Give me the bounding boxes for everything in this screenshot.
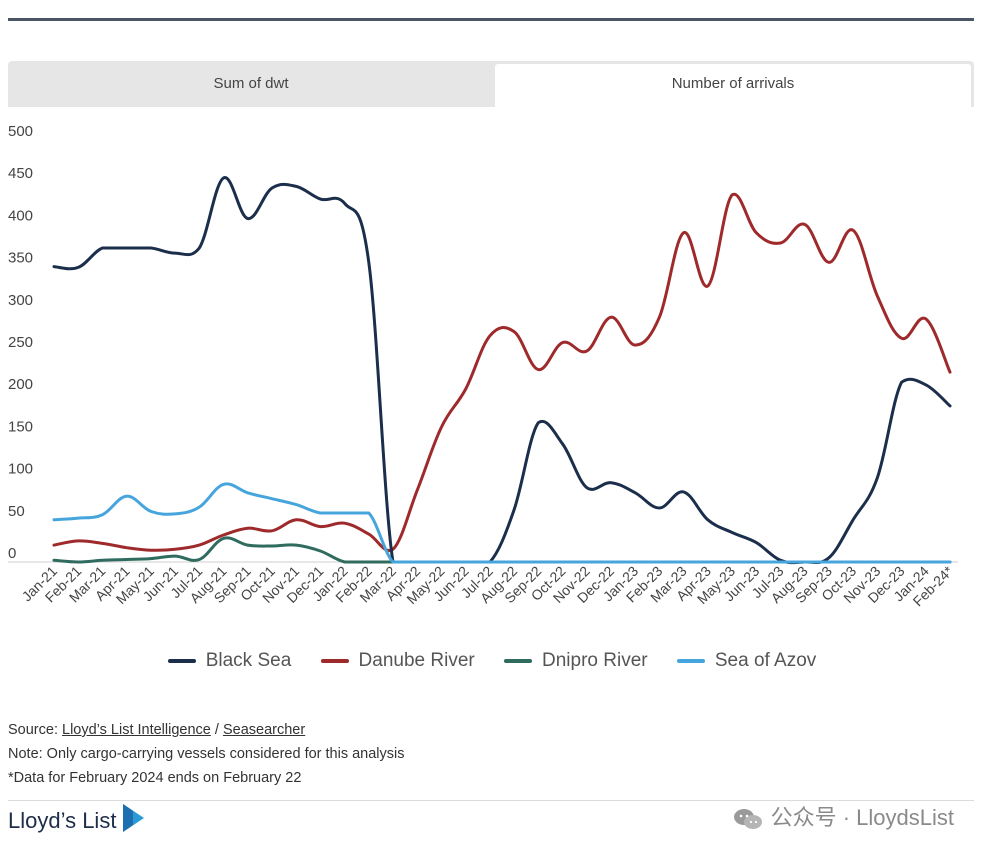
series-line-sea-of-azov[interactable]	[52, 482, 952, 564]
source-separator: /	[210, 722, 223, 738]
series-line-black-sea[interactable]	[52, 176, 952, 565]
tab-number-of-arrivals[interactable]: Number of arrivals	[495, 64, 971, 107]
top-rule	[8, 18, 974, 21]
y-tick-label: 450	[8, 165, 33, 182]
legend-item-sea-of-azov[interactable]: Sea of Azov	[676, 650, 817, 672]
y-tick-label: 150	[8, 418, 33, 435]
source-link-seasearcher[interactable]: Seasearcher	[222, 722, 306, 738]
data-note: *Data for February 2024 ends on February…	[8, 770, 302, 786]
y-tick-label: 300	[8, 292, 33, 309]
tab-bar: Sum of dwt Number of arrivals	[8, 61, 974, 107]
y-tick-label: 0	[8, 545, 16, 562]
wechat-watermark: 公众号 · LloydsList	[733, 800, 954, 832]
brand-mark-icon	[123, 804, 144, 832]
series-line-danube-river[interactable]	[52, 192, 952, 553]
legend-swatch	[320, 658, 349, 663]
chart-footer: Source: Lloyd’s List Intelligence / Seas…	[8, 718, 405, 790]
y-tick-label: 100	[8, 461, 33, 478]
y-tick-label: 400	[8, 207, 33, 224]
y-tick-label: 250	[8, 334, 33, 351]
chart-legend: Black Sea Danube River Dnipro River Sea …	[0, 650, 984, 672]
analysis-note: Note: Only cargo-carrying vessels consid…	[8, 746, 405, 762]
legend-item-danube-river[interactable]: Danube River	[320, 650, 475, 672]
legend-label: Black Sea	[205, 650, 292, 671]
source-prefix: Source:	[8, 722, 62, 738]
y-tick-label: 500	[8, 123, 33, 140]
y-tick-label: 50	[8, 503, 25, 520]
footer-rule	[8, 800, 974, 801]
legend-swatch	[167, 658, 196, 663]
legend-swatch	[504, 658, 532, 663]
legend-label: Danube River	[358, 650, 475, 671]
source-link-lli[interactable]: Lloyd’s List Intelligence	[62, 722, 211, 738]
tab-sum-of-dwt[interactable]: Sum of dwt	[213, 75, 289, 92]
legend-swatch	[676, 658, 705, 663]
legend-label: Sea of Azov	[714, 650, 817, 671]
wechat-icon	[733, 809, 762, 830]
brand-logo-text: Lloyd’s List	[8, 808, 117, 833]
legend-item-dnipro-river[interactable]: Dnipro River	[504, 650, 648, 672]
legend-label: Dnipro River	[542, 650, 648, 671]
source-line: Source: Lloyd’s List Intelligence / Seas…	[8, 718, 405, 742]
y-tick-label: 200	[8, 376, 33, 393]
watermark-text: 公众号 · LloydsList	[770, 805, 954, 830]
legend-item-black-sea[interactable]: Black Sea	[167, 650, 292, 672]
y-tick-label: 350	[8, 250, 33, 267]
